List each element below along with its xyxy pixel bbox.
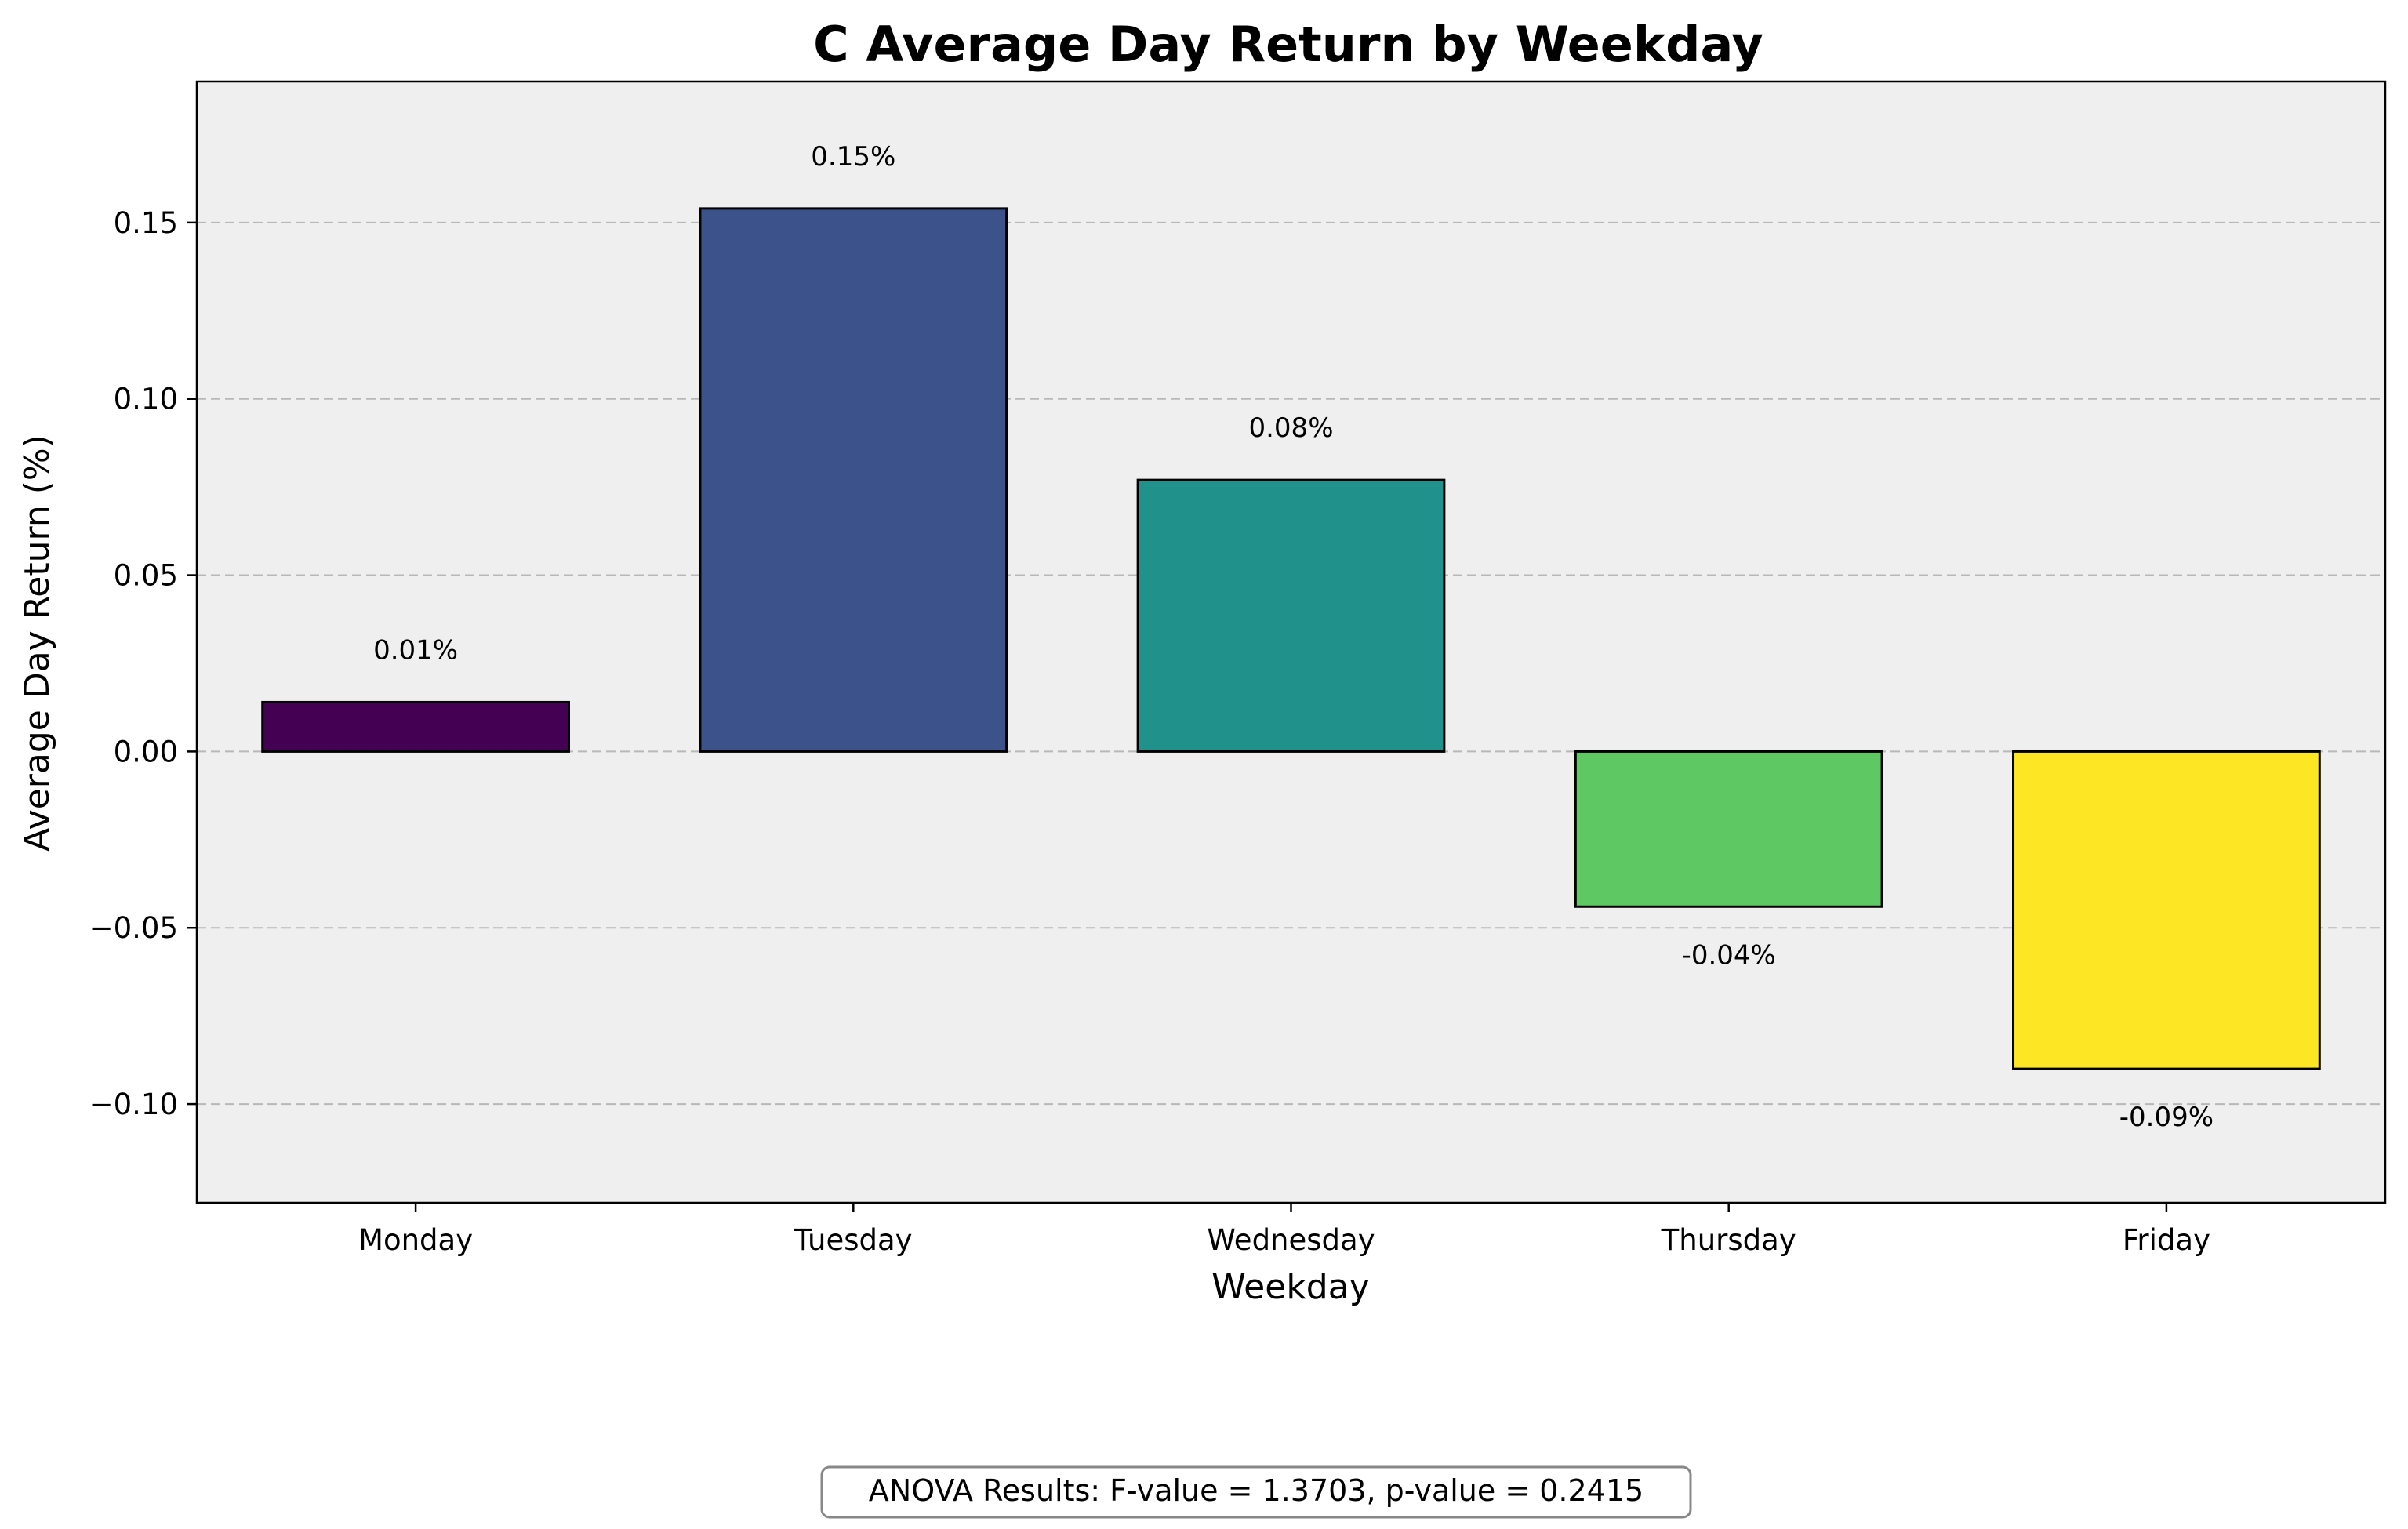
- data-label-wednesday: 0.08%: [1248, 412, 1333, 444]
- data-label-thursday: -0.04%: [1682, 939, 1776, 971]
- chart-title: C Average Day Return by Weekday: [813, 16, 1763, 73]
- data-label-friday: -0.09%: [2119, 1102, 2214, 1133]
- y-tick-label: 0.10: [114, 383, 178, 416]
- x-tick-label: Wednesday: [1207, 1223, 1375, 1257]
- bars: [261, 207, 2321, 1070]
- bar-wednesday: [1136, 478, 1446, 753]
- y-axis-ticks: −0.10 −0.05 0.00 0.05 0.10 0.15: [89, 206, 197, 1121]
- bar-friday: [2012, 750, 2321, 1070]
- y-tick-label: −0.10: [89, 1088, 178, 1121]
- bar-thursday: [1574, 750, 1883, 908]
- anova-results-box: ANOVA Results: F-value = 1.3703, p-value…: [820, 1465, 1692, 1519]
- y-tick-label: 0.15: [114, 206, 178, 240]
- y-tick-label: 0.05: [114, 559, 178, 593]
- x-axis-ticks: Monday Tuesday Wednesday Thursday Friday: [358, 1203, 2210, 1257]
- data-label-tuesday: 0.15%: [811, 141, 895, 173]
- y-tick-label: −0.05: [89, 911, 178, 945]
- bar-tuesday: [699, 207, 1008, 753]
- y-axis-label: Average Day Return (%): [17, 434, 57, 852]
- x-tick-label: Friday: [2123, 1223, 2210, 1257]
- data-label-monday: 0.01%: [373, 634, 458, 666]
- x-tick-label: Thursday: [1661, 1223, 1796, 1257]
- x-tick-label: Monday: [358, 1223, 473, 1257]
- y-tick-label: 0.00: [114, 735, 178, 768]
- x-axis-label: Weekday: [1211, 1267, 1369, 1307]
- bar-monday: [261, 700, 570, 753]
- x-tick-label: Tuesday: [794, 1223, 913, 1257]
- anova-results-text: ANOVA Results: F-value = 1.3703, p-value…: [869, 1473, 1643, 1508]
- anova-box-frame: [820, 1465, 1692, 1519]
- data-labels: 0.01% 0.15% 0.08% -0.04% -0.09%: [373, 141, 2214, 1133]
